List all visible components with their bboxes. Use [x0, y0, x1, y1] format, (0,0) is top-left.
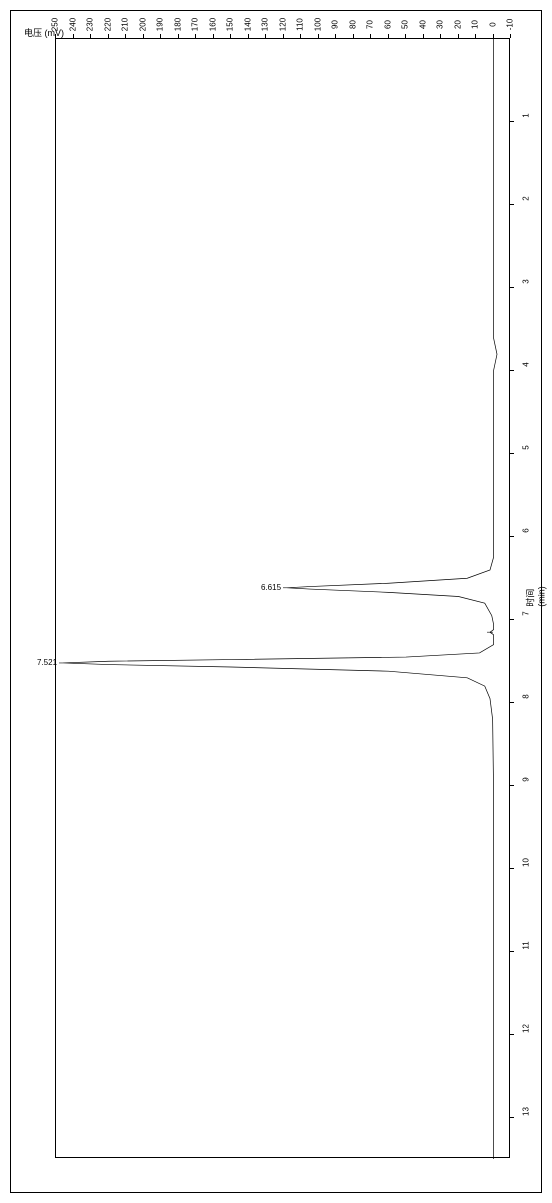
y-axis-label: 130 [261, 13, 270, 37]
y-axis-label: 90 [331, 13, 340, 37]
y-axis-label: 110 [296, 13, 305, 37]
y-axis-label: 180 [173, 13, 182, 37]
y-axis-label: 40 [418, 13, 427, 37]
x-tick [510, 1117, 514, 1118]
x-axis-label: 11 [522, 935, 531, 955]
x-tick [510, 453, 514, 454]
y-axis-label: 160 [208, 13, 217, 37]
x-tick [510, 204, 514, 205]
x-axis-label: 4 [522, 354, 531, 374]
x-axis-label: 9 [522, 769, 531, 789]
y-axis-label: 200 [138, 13, 147, 37]
y-axis-label: 0 [488, 13, 497, 37]
y-axis-label: 10 [471, 13, 480, 37]
x-axis-label: 3 [522, 271, 531, 291]
x-axis-label: 1 [522, 105, 531, 125]
x-axis-label: 5 [522, 437, 531, 457]
y-axis-label: 170 [191, 13, 200, 37]
y-axis-label: 80 [348, 13, 357, 37]
y-axis-label: 230 [86, 13, 95, 37]
y-axis-label: -10 [506, 13, 515, 37]
y-axis-label: 190 [156, 13, 165, 37]
x-tick [510, 619, 514, 620]
y-axis-label: 220 [103, 13, 112, 37]
plot-area: 6.6157.521 [55, 38, 510, 1158]
x-tick [510, 1034, 514, 1035]
x-axis-label: 13 [522, 1101, 531, 1121]
x-axis-label: 12 [522, 1018, 531, 1038]
y-axis-label: 140 [243, 13, 252, 37]
chromatogram-chart: 电压 (mV) 时间 (min) 6.6157.521 -10010203040… [10, 10, 542, 1193]
x-tick [510, 868, 514, 869]
y-axis [10, 38, 53, 1158]
x-axis-label: 10 [522, 852, 531, 872]
y-axis-label: 70 [366, 13, 375, 37]
peak-label: 6.615 [261, 583, 281, 592]
x-tick [510, 951, 514, 952]
y-axis-label: 250 [51, 13, 60, 37]
x-tick [510, 785, 514, 786]
y-axis-label: 60 [383, 13, 392, 37]
x-axis-label: 6 [522, 520, 531, 540]
y-axis-label: 50 [401, 13, 410, 37]
y-axis-label: 150 [226, 13, 235, 37]
y-axis-label: 120 [278, 13, 287, 37]
trace-svg [56, 39, 511, 1159]
x-tick [510, 287, 514, 288]
x-tick [510, 702, 514, 703]
x-axis-label: 8 [522, 686, 531, 706]
x-axis-label: 2 [522, 188, 531, 208]
y-axis-label: 210 [121, 13, 130, 37]
y-axis-label: 240 [68, 13, 77, 37]
x-tick [510, 370, 514, 371]
y-axis-label: 30 [436, 13, 445, 37]
y-axis-label: 100 [313, 13, 322, 37]
x-axis-label: 7 [522, 603, 531, 623]
y-axis-label: 20 [453, 13, 462, 37]
x-tick [510, 121, 514, 122]
x-tick [510, 536, 514, 537]
